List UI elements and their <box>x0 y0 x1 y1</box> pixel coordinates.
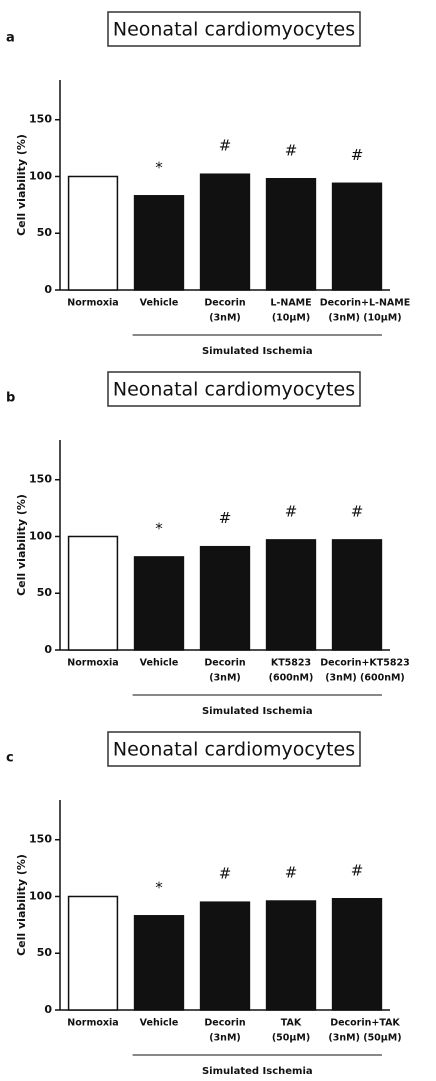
x-tick-label: (50μM) <box>272 1033 310 1044</box>
x-tick-label: Vehicle <box>140 658 179 669</box>
y-tick-label: 0 <box>44 1003 52 1016</box>
bar <box>133 915 185 1011</box>
significance-mark: # <box>219 137 232 155</box>
chart-title: Neonatal cardiomyocytes <box>113 19 355 41</box>
y-tick-label: 150 <box>29 833 52 846</box>
x-tick-label: Decorin+TAK <box>330 1018 400 1029</box>
y-tick-label: 50 <box>37 226 53 239</box>
bar <box>133 556 185 651</box>
y-tick-label: 150 <box>29 113 52 126</box>
significance-mark: # <box>351 502 364 520</box>
x-tick-label: Decorin+KT5823 <box>320 658 409 669</box>
x-tick-label: Decorin <box>204 298 245 309</box>
significance-mark: # <box>285 502 298 520</box>
significance-mark: * <box>155 878 163 896</box>
x-tick-label: Vehicle <box>140 1018 179 1029</box>
significance-mark: # <box>285 864 298 882</box>
x-tick-label: (600nM) <box>269 673 314 684</box>
x-tick-label: (3nM) <box>209 673 241 684</box>
y-tick-label: 100 <box>29 529 52 542</box>
significance-mark: # <box>219 509 232 527</box>
title-box <box>107 371 361 407</box>
y-tick-label: 100 <box>29 169 52 182</box>
group-label: Simulated Ischemia <box>202 346 313 357</box>
x-tick-label: Decorin <box>204 658 245 669</box>
chart-title: Neonatal cardiomyocytes <box>113 379 355 401</box>
significance-mark: # <box>219 865 232 883</box>
y-tick-label: 150 <box>29 473 52 486</box>
y-axis-label: Cell viability (%) <box>15 494 28 596</box>
y-tick-label: 100 <box>29 889 52 902</box>
x-tick-label: Vehicle <box>140 298 179 309</box>
bar <box>67 175 119 291</box>
x-tick-label: (3nM) (50μM) <box>328 1033 401 1044</box>
x-tick-label: (10μM) <box>272 313 310 324</box>
significance-mark: * <box>155 519 163 537</box>
y-tick-label: 0 <box>44 283 52 296</box>
panel-label: c <box>6 751 14 766</box>
x-tick-label: Normoxia <box>67 1018 118 1029</box>
y-axis-label: Cell viability (%) <box>15 854 28 956</box>
y-tick-label: 50 <box>37 946 53 959</box>
bar <box>133 195 185 291</box>
significance-mark: # <box>285 141 298 159</box>
group-label: Simulated Ischemia <box>202 1066 313 1077</box>
bar <box>67 535 119 651</box>
x-tick-label: (3nM) (600nM) <box>325 673 405 684</box>
title-box <box>107 731 361 767</box>
bar <box>199 545 251 651</box>
chart-title: Neonatal cardiomyocytes <box>113 739 355 761</box>
x-tick-label: Decorin+L-NAME <box>320 298 410 309</box>
title-box <box>107 11 361 47</box>
y-tick-label: 0 <box>44 643 52 656</box>
significance-mark: # <box>351 146 364 164</box>
x-tick-label: Normoxia <box>67 658 118 669</box>
x-tick-label: (3nM) <box>209 1033 241 1044</box>
x-tick-label: KT5823 <box>271 658 311 669</box>
y-tick-label: 50 <box>37 586 53 599</box>
bar <box>199 901 251 1011</box>
panel-label: b <box>6 391 15 406</box>
bar <box>199 173 251 291</box>
bar <box>265 178 317 291</box>
bar <box>67 895 119 1011</box>
bar <box>331 898 383 1011</box>
bar <box>331 539 383 651</box>
bar <box>265 900 317 1011</box>
x-tick-label: L-NAME <box>270 298 311 309</box>
x-tick-label: TAK <box>281 1018 302 1029</box>
bar <box>331 182 383 291</box>
bar <box>265 539 317 651</box>
x-tick-label: (3nM) (10μM) <box>328 313 401 324</box>
significance-mark: * <box>155 158 163 176</box>
x-tick-label: (3nM) <box>209 313 241 324</box>
x-tick-label: Normoxia <box>67 298 118 309</box>
group-label: Simulated Ischemia <box>202 706 313 717</box>
y-axis-label: Cell viability (%) <box>15 134 28 236</box>
panel-label: a <box>6 31 15 46</box>
significance-mark: # <box>351 861 364 879</box>
x-tick-label: Decorin <box>204 1018 245 1029</box>
